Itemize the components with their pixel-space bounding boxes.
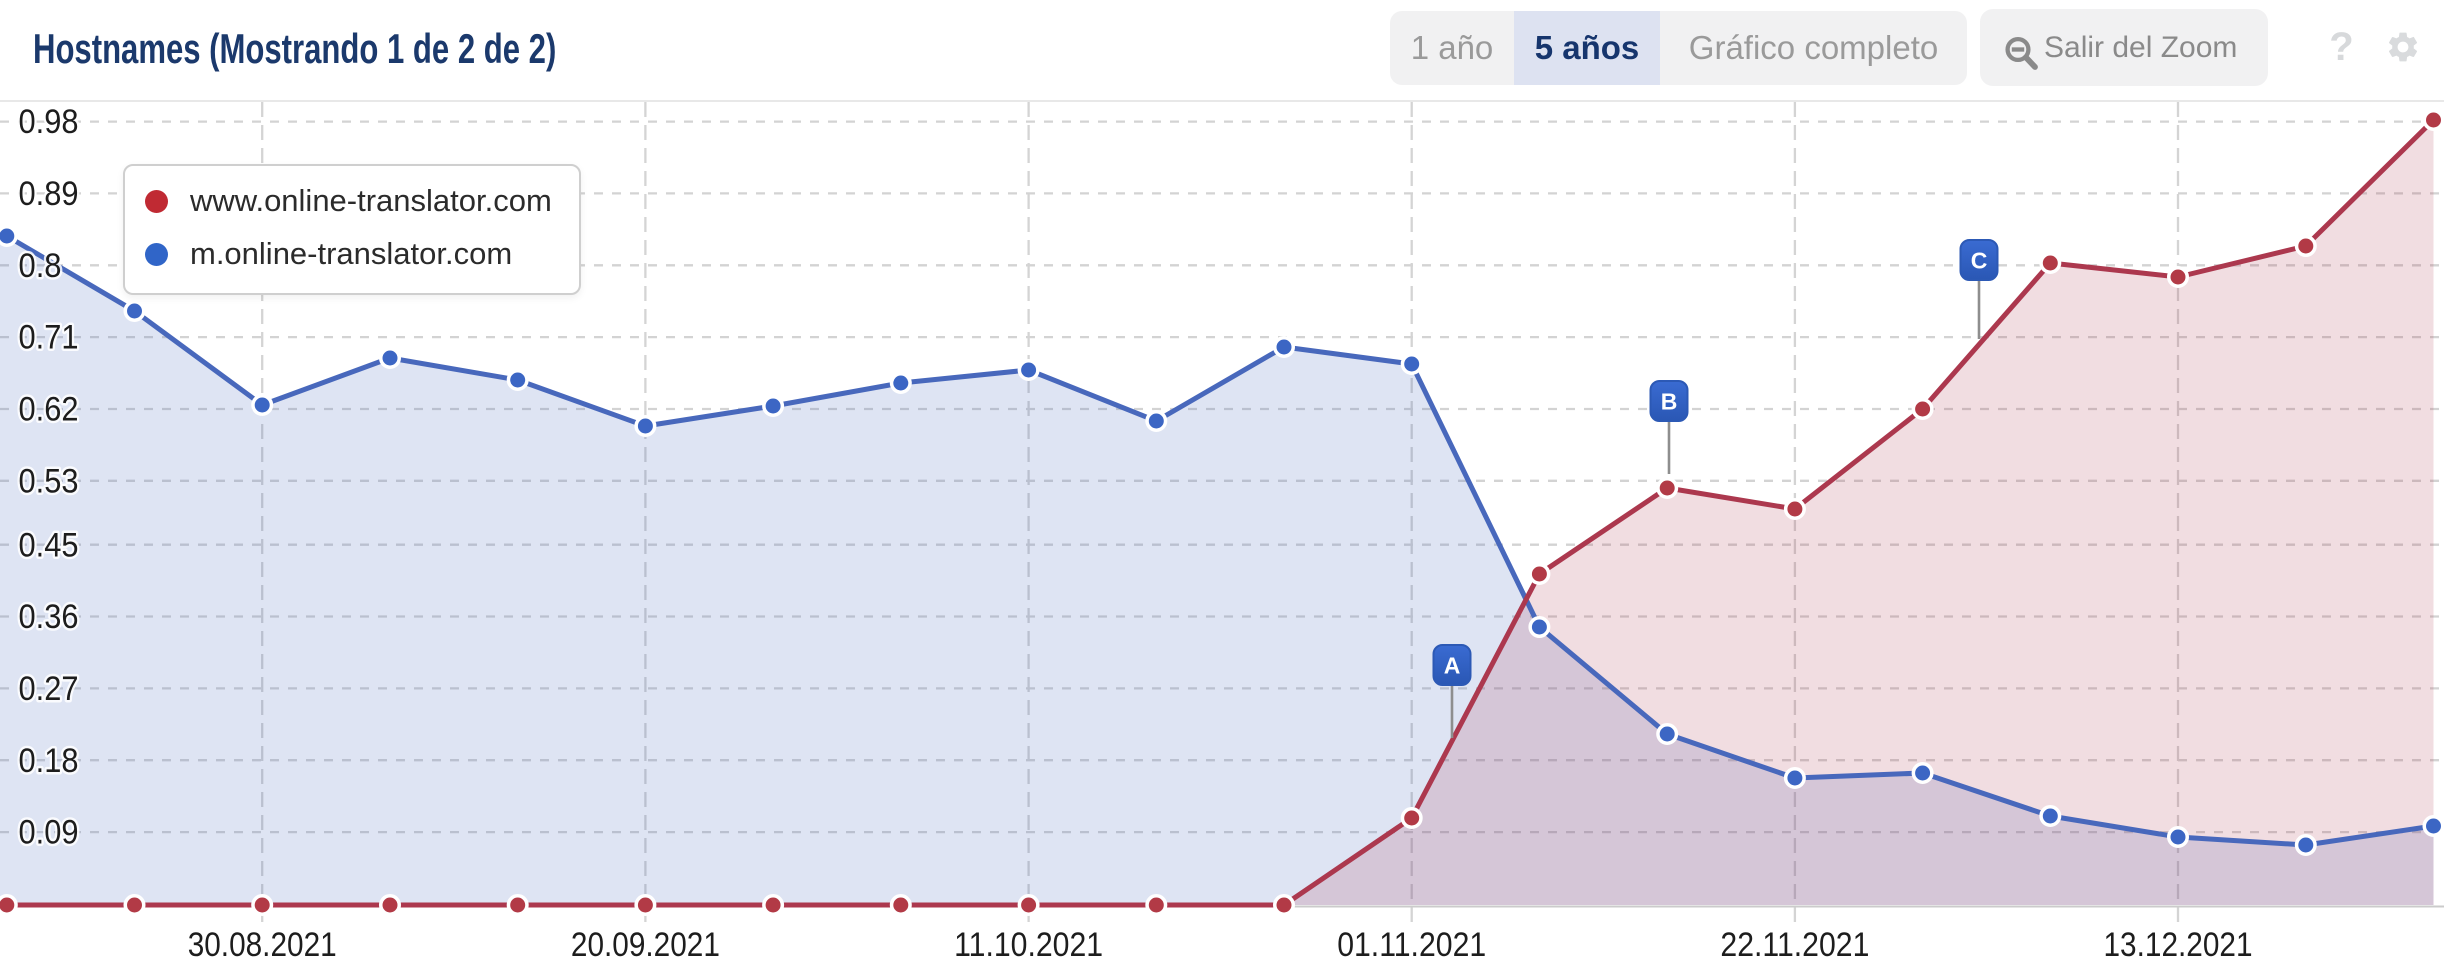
- svg-text:01.11.2021: 01.11.2021: [1337, 926, 1486, 964]
- svg-text:0.09: 0.09: [19, 814, 79, 852]
- svg-text:0.45: 0.45: [19, 526, 79, 564]
- svg-text:20.09.2021: 20.09.2021: [571, 926, 720, 964]
- svg-text:0.18: 0.18: [19, 742, 79, 780]
- svg-text:0.98: 0.98: [19, 103, 79, 141]
- svg-text:B: B: [1661, 389, 1678, 415]
- svg-text:0.27: 0.27: [19, 670, 79, 708]
- svg-text:30.08.2021: 30.08.2021: [188, 926, 337, 964]
- svg-text:0.89: 0.89: [19, 175, 79, 213]
- svg-text:0.62: 0.62: [19, 391, 79, 429]
- svg-text:0.36: 0.36: [19, 598, 79, 636]
- svg-text:0.8: 0.8: [19, 247, 62, 285]
- svg-text:0.53: 0.53: [19, 462, 79, 500]
- svg-text:13.12.2021: 13.12.2021: [2104, 926, 2253, 964]
- svg-text:11.10.2021: 11.10.2021: [954, 926, 1103, 964]
- svg-text:A: A: [1444, 653, 1461, 679]
- svg-text:C: C: [1971, 248, 1988, 274]
- svg-text:22.11.2021: 22.11.2021: [1720, 926, 1869, 964]
- svg-text:0.71: 0.71: [19, 319, 79, 357]
